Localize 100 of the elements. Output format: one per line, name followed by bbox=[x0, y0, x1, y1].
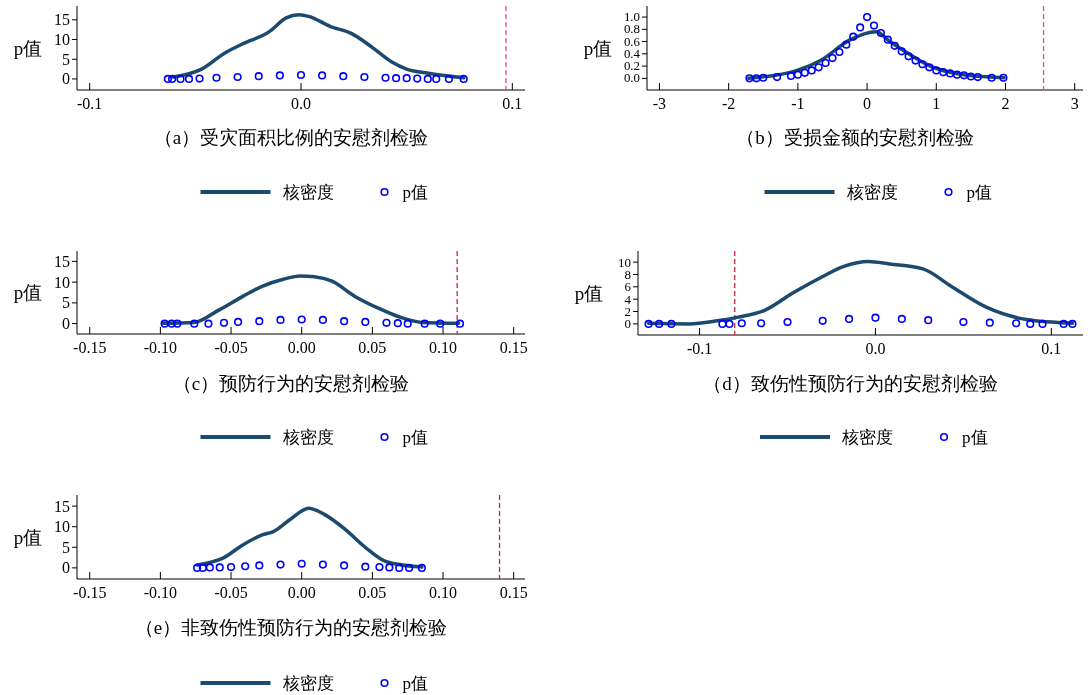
point bbox=[952, 70, 962, 79]
y-tick-label: 10 bbox=[54, 273, 70, 291]
x-tick-label: 0.00 bbox=[287, 583, 316, 601]
x-tick-label: -2 bbox=[722, 94, 736, 112]
y-tick-label: 0.2 bbox=[623, 59, 640, 74]
x-tick-label: 0.10 bbox=[429, 338, 458, 356]
x-tick-label: -0.1 bbox=[686, 339, 713, 357]
point bbox=[786, 71, 796, 80]
x-tick-label: -0.15 bbox=[73, 338, 107, 356]
y-tick-label: 0 bbox=[62, 70, 70, 88]
x-tick-label: 1 bbox=[932, 94, 941, 112]
x-tick-label: 0.1 bbox=[1041, 339, 1062, 357]
legend-label: p值 bbox=[966, 182, 992, 202]
point bbox=[932, 66, 941, 75]
x-tick-label: -3 bbox=[652, 94, 667, 112]
y-tick-label: 0 bbox=[62, 559, 70, 577]
x-tick-label: -0.10 bbox=[143, 338, 178, 356]
y-axis-title: p值 bbox=[13, 282, 43, 303]
point bbox=[890, 41, 899, 50]
y-tick-label: 10 bbox=[54, 31, 70, 49]
y-axis-title: p值 bbox=[13, 526, 43, 548]
point bbox=[814, 63, 823, 72]
y-tick-label: 5 bbox=[62, 50, 70, 68]
y-tick-label: 10 bbox=[54, 518, 70, 536]
legend-label: p值 bbox=[402, 673, 428, 693]
x-tick-label: 0 bbox=[863, 94, 872, 112]
point bbox=[862, 12, 872, 22]
legend-label: p值 bbox=[962, 427, 988, 447]
point bbox=[849, 32, 858, 41]
y-axis-title: p值 bbox=[13, 37, 43, 59]
y-tick-label: 0.0 bbox=[623, 71, 640, 86]
point bbox=[752, 74, 761, 83]
point bbox=[939, 68, 948, 77]
x-tick-label: 2 bbox=[1001, 94, 1010, 112]
point bbox=[842, 40, 851, 49]
line-series bbox=[646, 259, 1075, 326]
y-tick-label: 15 bbox=[54, 497, 70, 515]
y-tick-label: 5 bbox=[62, 538, 70, 556]
y-tick-label: 0 bbox=[62, 315, 70, 333]
text: （b）受损金额的安慰剂检验 bbox=[736, 126, 974, 148]
x-tick-label: 3 bbox=[1070, 94, 1079, 112]
point bbox=[973, 73, 982, 82]
y-tick-label: 15 bbox=[54, 252, 70, 270]
x-tick-label: 0.15 bbox=[499, 338, 528, 356]
point bbox=[883, 35, 892, 44]
x-tick-label: -0.05 bbox=[214, 583, 248, 601]
point bbox=[959, 71, 969, 80]
point bbox=[966, 72, 975, 81]
y-axis-title: p值 bbox=[583, 37, 613, 59]
point bbox=[925, 63, 934, 72]
point bbox=[828, 54, 837, 63]
text: （e）非致伤性预防行为的安慰剂检验 bbox=[134, 616, 448, 638]
point bbox=[835, 47, 844, 57]
x-tick-label: 0.10 bbox=[429, 583, 458, 601]
text: （a）受灾面积比例的安慰剂检验 bbox=[153, 126, 429, 148]
point bbox=[918, 60, 927, 69]
legend-label: p值 bbox=[402, 427, 428, 447]
text: （d）致伤性预防行为的安慰剂检验 bbox=[703, 372, 998, 394]
x-tick-label: 0.00 bbox=[287, 338, 316, 356]
point bbox=[759, 73, 768, 82]
legend-label: 核密度 bbox=[841, 427, 893, 447]
point bbox=[911, 56, 920, 65]
point bbox=[807, 66, 816, 75]
point bbox=[987, 73, 996, 82]
x-tick-label: 0.0 bbox=[291, 94, 311, 112]
y-tick-label: 0.8 bbox=[623, 22, 640, 37]
y-tick-label: 15 bbox=[54, 11, 70, 29]
x-tick-label: 0.1 bbox=[502, 94, 523, 112]
point bbox=[869, 21, 879, 30]
point bbox=[793, 70, 802, 79]
y-tick-label: 0.4 bbox=[623, 46, 641, 61]
y-tick-label: 5 bbox=[62, 294, 70, 312]
x-tick-label: -0.15 bbox=[73, 583, 107, 601]
x-tick-label: 0.05 bbox=[358, 583, 387, 601]
point bbox=[904, 52, 913, 61]
y-axis-title: p值 bbox=[574, 282, 604, 304]
x-tick-label: 0.05 bbox=[358, 338, 387, 356]
y-tick-label: 0.6 bbox=[623, 34, 641, 49]
legend-label: 核密度 bbox=[281, 673, 334, 693]
x-tick-label: 0.0 bbox=[865, 339, 886, 357]
x-tick-label: -0.1 bbox=[77, 94, 103, 112]
legend-label: 核密度 bbox=[845, 182, 898, 202]
y-tick-label: 1.0 bbox=[623, 10, 640, 25]
point bbox=[876, 28, 886, 38]
point bbox=[946, 69, 955, 78]
point bbox=[821, 58, 830, 68]
point bbox=[745, 74, 754, 83]
x-tick-label: 0.15 bbox=[499, 583, 528, 601]
point bbox=[897, 47, 906, 56]
point bbox=[800, 68, 809, 77]
x-tick-label: -1 bbox=[791, 94, 805, 112]
legend-label: p值 bbox=[402, 182, 428, 202]
legend-label: 核密度 bbox=[281, 182, 334, 202]
legend-label: 核密度 bbox=[281, 427, 334, 447]
x-tick-label: -0.10 bbox=[143, 583, 178, 601]
point bbox=[856, 23, 865, 32]
x-tick-label: -0.05 bbox=[214, 338, 248, 356]
text: （c）预防行为的安慰剂检验 bbox=[172, 372, 410, 394]
point bbox=[773, 73, 782, 82]
point bbox=[999, 73, 1008, 82]
